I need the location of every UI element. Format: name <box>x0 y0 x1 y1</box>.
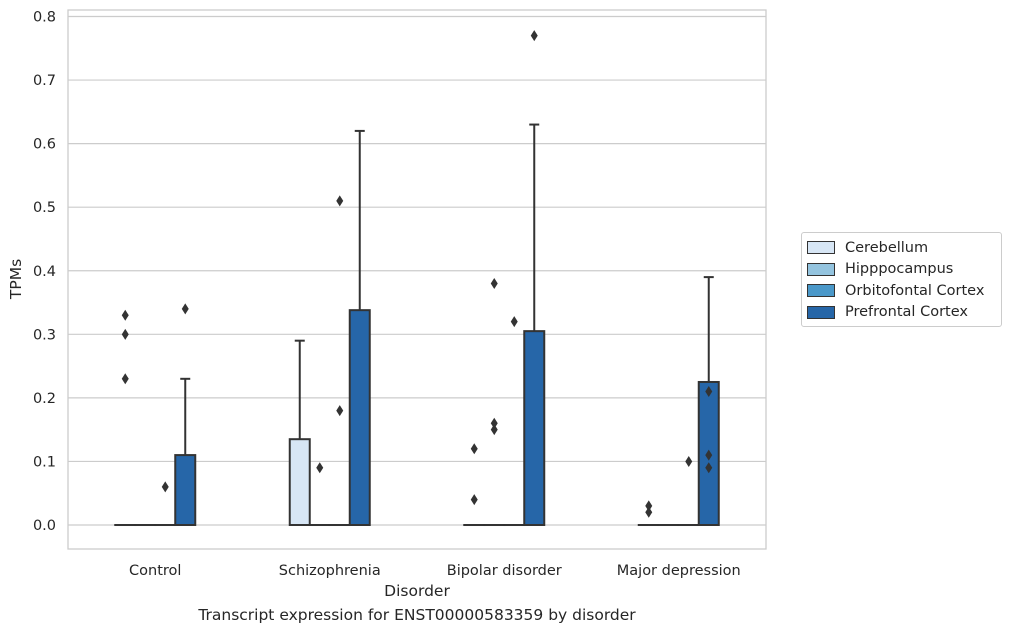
y-tick-label: 0.6 <box>33 137 56 153</box>
outlier-point <box>316 462 324 474</box>
outlier-point <box>645 500 653 512</box>
outlier-point <box>121 328 129 340</box>
x-ticks: Control Schizophrenia Bipolar disorder Majo… <box>129 563 741 579</box>
y-axis-title: TPMs <box>7 259 25 300</box>
legend: Cerebellum Hipppocampus Orbitofontal Cor… <box>801 232 1002 327</box>
legend-swatch <box>807 305 835 319</box>
outlier-point <box>705 449 713 461</box>
legend-item-prefrontal-cortex: Prefrontal Cortex <box>807 302 1001 324</box>
y-tick-label: 0.0 <box>33 518 56 534</box>
outlier-point <box>161 481 169 493</box>
legend-item-orbitofontal-cortex: Orbitofontal Cortex <box>807 280 1001 302</box>
box <box>637 500 660 527</box>
box <box>328 195 351 527</box>
legend-item-hipppocampus: Hipppocampus <box>807 259 1001 281</box>
legend-item-cerebellum: Cerebellum <box>807 237 1001 259</box>
legend-swatch <box>807 241 835 255</box>
outlier-point <box>490 277 498 289</box>
outlier-point <box>705 462 713 474</box>
y-tick-label: 0.8 <box>33 10 56 26</box>
box <box>174 303 197 526</box>
box-body <box>288 438 311 526</box>
outlier-point <box>685 455 693 467</box>
chart-caption: Transcript expression for ENST0000058335… <box>198 606 636 624</box>
outlier-point <box>530 30 538 42</box>
box-body <box>174 454 197 526</box>
box <box>288 339 311 526</box>
legend-label: Prefrontal Cortex <box>845 304 968 321</box>
x-tick-label: Bipolar disorder <box>447 563 562 579</box>
y-tick-label: 0.5 <box>33 200 56 216</box>
legend-swatch <box>807 284 835 298</box>
outlier-point <box>121 309 129 321</box>
box <box>154 481 177 527</box>
outlier-point <box>336 405 344 417</box>
y-tick-label: 0.1 <box>33 454 56 470</box>
outlier-point <box>705 386 713 398</box>
y-ticks: 0.0 0.1 0.2 0.3 0.4 0.5 0.6 0.7 0.8 <box>33 10 56 535</box>
outlier-point <box>121 373 129 385</box>
box <box>503 316 526 527</box>
outlier-point <box>510 316 518 328</box>
legend-swatch <box>807 262 835 276</box>
box <box>677 455 700 527</box>
x-tick-label: Control <box>129 563 181 579</box>
outlier-point <box>181 303 189 315</box>
box <box>463 443 486 527</box>
box-layer <box>114 30 720 527</box>
box <box>308 462 331 527</box>
x-axis-title: Disorder <box>384 582 450 600</box>
x-tick-label: Schizophrenia <box>279 563 381 579</box>
box <box>697 276 720 526</box>
y-tick-label: 0.3 <box>33 327 56 343</box>
legend-label: Orbitofontal Cortex <box>845 282 985 299</box>
legend-label: Hipppocampus <box>845 261 954 278</box>
outlier-point <box>645 506 653 518</box>
box-body <box>348 309 371 526</box>
outlier-point <box>336 195 344 207</box>
outlier-point <box>470 494 478 506</box>
y-tick-label: 0.7 <box>33 73 56 89</box>
box <box>114 309 137 527</box>
box-body <box>523 330 546 526</box>
grid-lines <box>68 15 766 526</box>
outlier-point <box>470 443 478 455</box>
plot-frame <box>67 9 767 550</box>
legend-label: Cerebellum <box>845 239 929 256</box>
y-tick-label: 0.4 <box>33 264 56 280</box>
x-tick-label: Major depression <box>617 563 741 579</box>
outlier-point <box>490 417 498 429</box>
box <box>523 30 546 526</box>
box <box>483 277 506 527</box>
outlier-point <box>490 424 498 436</box>
y-tick-label: 0.2 <box>33 391 56 407</box>
box <box>348 129 371 526</box>
